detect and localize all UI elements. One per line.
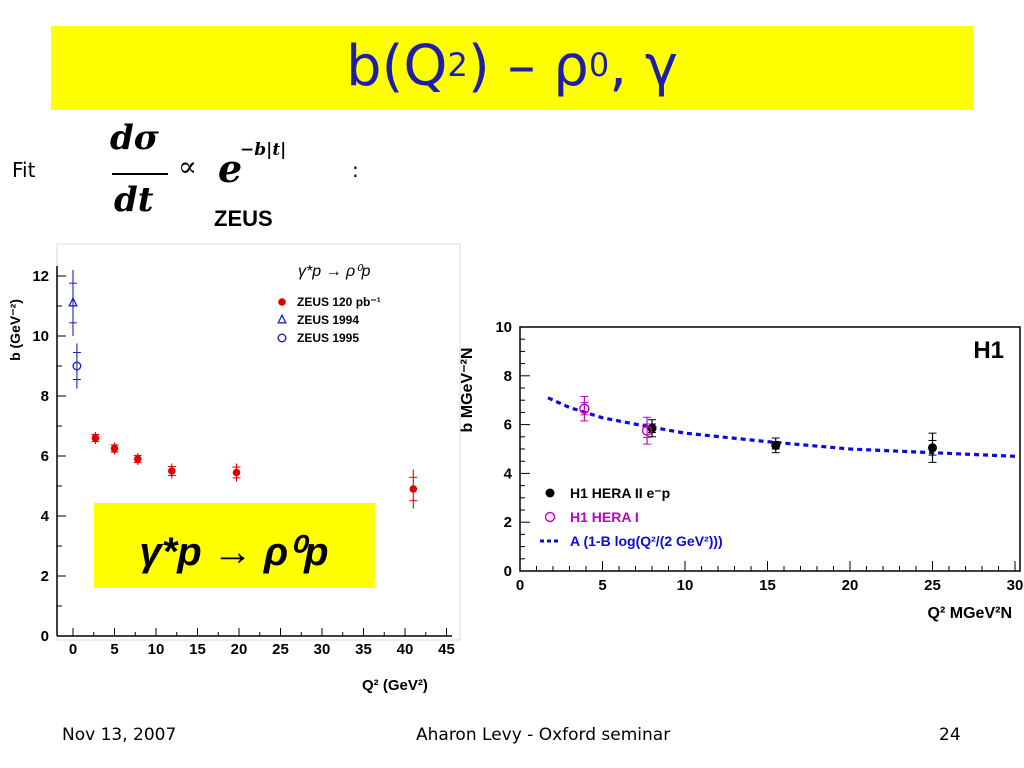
fit-label: Fit <box>12 158 36 182</box>
zeus-y-axis-label: b (GeV⁻²) <box>7 299 23 361</box>
h1-x-tick-label: 0 <box>516 577 524 594</box>
h1-legend-marker <box>544 511 556 523</box>
footer-center: Aharon Levy - Oxford seminar <box>416 725 671 745</box>
slide-title: b(Q2) – ρ0, γ <box>346 34 678 99</box>
h1-x-tick-label: 5 <box>598 577 606 594</box>
zeus-x-axis-label: Q² (GeV²) <box>362 677 428 694</box>
colon: : <box>352 158 359 182</box>
zeus-legend-label: ZEUS 1994 <box>297 313 359 327</box>
h1-y-tick-label: 8 <box>504 368 512 385</box>
h1-data-point <box>579 403 590 414</box>
h1-x-tick-label: 15 <box>759 577 776 594</box>
zeus-data-point <box>72 361 82 371</box>
zeus-y-tick-label: 12 <box>32 268 49 285</box>
h1-data-point <box>647 423 657 433</box>
zeus-y-tick-label: 8 <box>41 388 49 405</box>
h1-data-point <box>928 443 937 453</box>
zeus-y-tick-label: 10 <box>32 328 49 345</box>
zeus-chart: 0 5 10 15 20 25 30 35 40 45 0 2 4 6 8 10 12 Q² (GeV²) b… <box>7 243 461 694</box>
formula-base: e <box>218 146 243 191</box>
formula-numerator: dσ <box>110 118 159 158</box>
zeus-x-tick-label: 25 <box>272 641 289 658</box>
h1-x-tick-label: 30 <box>1007 577 1024 594</box>
zeus-x-tick-label: 5 <box>110 641 118 658</box>
h1-legend: H1 HERA II e⁻p H1 HERA I A (1-B log(Q²/(2 … <box>540 485 723 549</box>
h1-y-tick-label: 4 <box>504 465 513 482</box>
title-banner: b(Q2) – ρ0, γ <box>51 26 973 110</box>
zeus-data-point <box>232 468 241 477</box>
h1-legend-marker <box>545 488 555 498</box>
zeus-y-tick-label: 4 <box>41 508 50 525</box>
zeus-data-point <box>68 296 78 307</box>
zeus-data-point <box>91 434 100 442</box>
page-number: 24 <box>939 725 961 745</box>
h1-fit-curve <box>547 396 1016 458</box>
h1-x-tick-label: 25 <box>924 577 941 594</box>
footer-date: Nov 13, 2007 <box>62 725 177 745</box>
zeus-x-tick-label: 40 <box>397 641 414 658</box>
formula-denominator: dt <box>114 180 154 220</box>
h1-y-tick-label: 6 <box>504 417 512 434</box>
zeus-label: ZEUS <box>214 206 273 231</box>
zeus-legend-label: ZEUS 1995 <box>297 331 359 345</box>
zeus-x-tick-label: 20 <box>231 641 248 658</box>
zeus-data-point <box>133 455 142 463</box>
h1-legend-label: A (1-B log(Q²/(2 GeV²))) <box>570 533 723 549</box>
zeus-legend-marker <box>277 333 287 343</box>
h1-y-tick-label: 0 <box>504 563 512 580</box>
h1-legend-label: H1 HERA II e⁻p <box>570 485 670 501</box>
fraction-bar <box>112 173 168 175</box>
zeus-legend-marker <box>278 298 286 306</box>
zeus-legend: ZEUS 120 pb⁻¹ ZEUS 1994 ZEUS 1995 <box>277 295 381 345</box>
zeus-data-point <box>110 444 119 453</box>
inset-formula: γ*p → ρ⁰p <box>139 530 328 574</box>
zeus-legend-label: ZEUS 120 pb⁻¹ <box>297 295 381 309</box>
zeus-legend-marker <box>277 313 287 324</box>
zeus-x-tick-label: 15 <box>189 641 206 658</box>
zeus-x-tick-label: 10 <box>148 641 165 658</box>
h1-data-point <box>641 425 653 436</box>
proportional-symbol: ∝ <box>178 150 197 183</box>
formula-exponent: −b|t| <box>240 140 287 160</box>
h1-legend-label: H1 HERA I <box>570 509 639 525</box>
zeus-process-label: γ*p → ρ⁰p <box>298 263 371 280</box>
h1-panel-label: H1 <box>973 337 1004 364</box>
zeus-x-tick-label: 30 <box>314 641 331 658</box>
zeus-y-tick-label: 6 <box>41 448 49 465</box>
h1-data-point <box>771 440 781 450</box>
h1-x-axis-label: Q² MGeV²N <box>928 605 1012 622</box>
zeus-y-tick-label: 0 <box>41 628 49 645</box>
h1-x-tick-label: 10 <box>677 577 694 594</box>
h1-x-tick-label: 20 <box>842 577 859 594</box>
zeus-x-tick-label: 0 <box>69 641 77 658</box>
zeus-y-tick-label: 2 <box>41 568 49 585</box>
h1-y-tick-label: 10 <box>495 319 512 336</box>
zeus-data-point <box>167 467 176 475</box>
zeus-x-tick-label: 45 <box>438 641 455 658</box>
h1-chart: 0 5 10 15 20 25 30 0 2 4 6 8 10 H1 Q² MGeV²N b MGeV… <box>459 319 1024 622</box>
zeus-data-point <box>409 485 418 493</box>
inset-formula-box <box>94 503 375 588</box>
zeus-x-tick-label: 35 <box>355 641 372 658</box>
h1-y-tick-label: 2 <box>504 514 512 531</box>
fit-formula: dσ dt ∝ e −b|t| <box>100 118 300 228</box>
h1-y-axis-label: b MGeV⁻²N <box>459 348 476 433</box>
